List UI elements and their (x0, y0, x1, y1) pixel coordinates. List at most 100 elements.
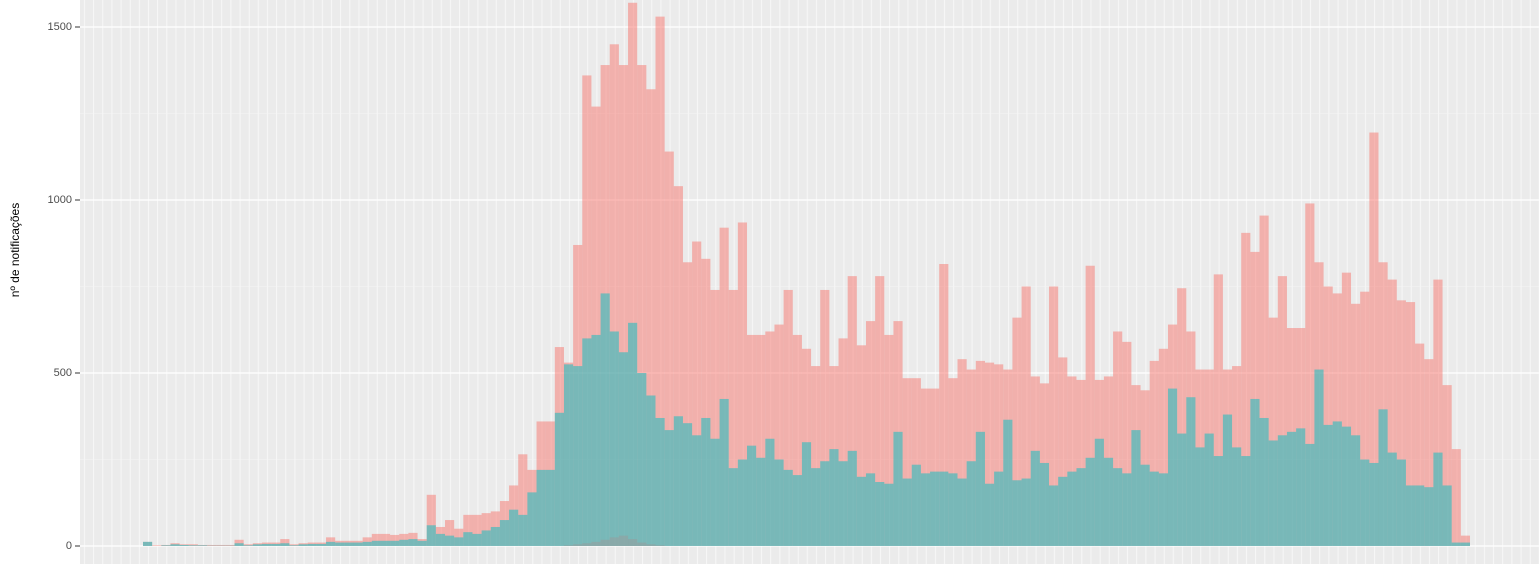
bar (1461, 543, 1470, 546)
bar (811, 468, 820, 546)
bar (701, 418, 710, 546)
y-tick-label: 0 (66, 540, 72, 552)
bar (1150, 472, 1159, 546)
bar (482, 530, 491, 546)
bar (180, 545, 189, 546)
bar (628, 539, 637, 546)
bar (903, 479, 912, 546)
bar (710, 439, 719, 546)
bar (1333, 421, 1342, 546)
bar (555, 413, 564, 546)
bar (1104, 458, 1113, 546)
bar (1122, 473, 1131, 546)
y-axis-title: nº de notificações (8, 203, 22, 297)
bar (399, 540, 408, 546)
y-tick-label: 1500 (48, 21, 72, 33)
bar (280, 543, 289, 546)
bar (344, 543, 353, 546)
bar (289, 545, 298, 546)
bar (573, 366, 582, 546)
bar (1195, 447, 1204, 546)
bar (619, 536, 628, 546)
bar (463, 532, 472, 546)
bar (1269, 440, 1278, 546)
bar (765, 439, 774, 546)
bar (610, 331, 619, 546)
bar (1232, 447, 1241, 546)
bar (1342, 427, 1351, 546)
bar (1141, 465, 1150, 546)
bar (363, 542, 372, 546)
bar (408, 539, 417, 546)
bar (683, 423, 692, 546)
bar (326, 542, 335, 546)
bar (1278, 435, 1287, 546)
bar (784, 470, 793, 546)
bar (271, 544, 280, 546)
bar (1452, 449, 1461, 546)
bar (958, 479, 967, 546)
bar (143, 542, 152, 546)
bar (591, 335, 600, 546)
bar (582, 338, 591, 546)
bar (591, 542, 600, 546)
bar (1067, 472, 1076, 546)
bar (1095, 439, 1104, 546)
bar (1214, 456, 1223, 546)
bar (857, 477, 866, 546)
bar (1049, 485, 1058, 546)
bar (244, 545, 253, 546)
bar (500, 520, 509, 546)
bar (1058, 477, 1067, 546)
bar (1012, 480, 1021, 546)
bar (601, 293, 610, 546)
bar (692, 435, 701, 546)
bar (646, 544, 655, 546)
bar (1168, 389, 1177, 546)
bar (1241, 456, 1250, 546)
bar (912, 465, 921, 546)
bar (1406, 485, 1415, 546)
bar (381, 541, 390, 546)
bar (537, 470, 546, 546)
bar (262, 544, 271, 546)
bar (939, 472, 948, 546)
bar (1040, 463, 1049, 546)
bar (985, 484, 994, 546)
bar (152, 545, 161, 546)
bar (1296, 428, 1305, 546)
bar (1369, 463, 1378, 546)
bar (1260, 418, 1269, 546)
bar (793, 475, 802, 546)
bar (518, 515, 527, 546)
bar (1360, 460, 1369, 547)
bar (189, 545, 198, 546)
bar (601, 540, 610, 546)
bar (729, 468, 738, 546)
bar (1131, 430, 1140, 546)
bar (1076, 468, 1085, 546)
bar (170, 544, 179, 546)
bar (454, 537, 463, 546)
bar (1186, 397, 1195, 546)
bar (646, 395, 655, 546)
bar (1287, 432, 1296, 546)
bar (1314, 370, 1323, 546)
bar (655, 545, 664, 546)
bar (353, 543, 362, 546)
bar (1022, 479, 1031, 546)
bar (829, 449, 838, 546)
bar (921, 473, 930, 546)
bar (839, 461, 848, 546)
bar (665, 430, 674, 546)
bar (619, 352, 628, 546)
bar (198, 545, 207, 546)
bar (1113, 468, 1122, 546)
y-tick-label: 500 (54, 367, 72, 379)
bar (720, 399, 729, 546)
bar (1424, 487, 1433, 546)
bar (820, 461, 829, 546)
bar (875, 482, 884, 546)
bar (1159, 473, 1168, 546)
